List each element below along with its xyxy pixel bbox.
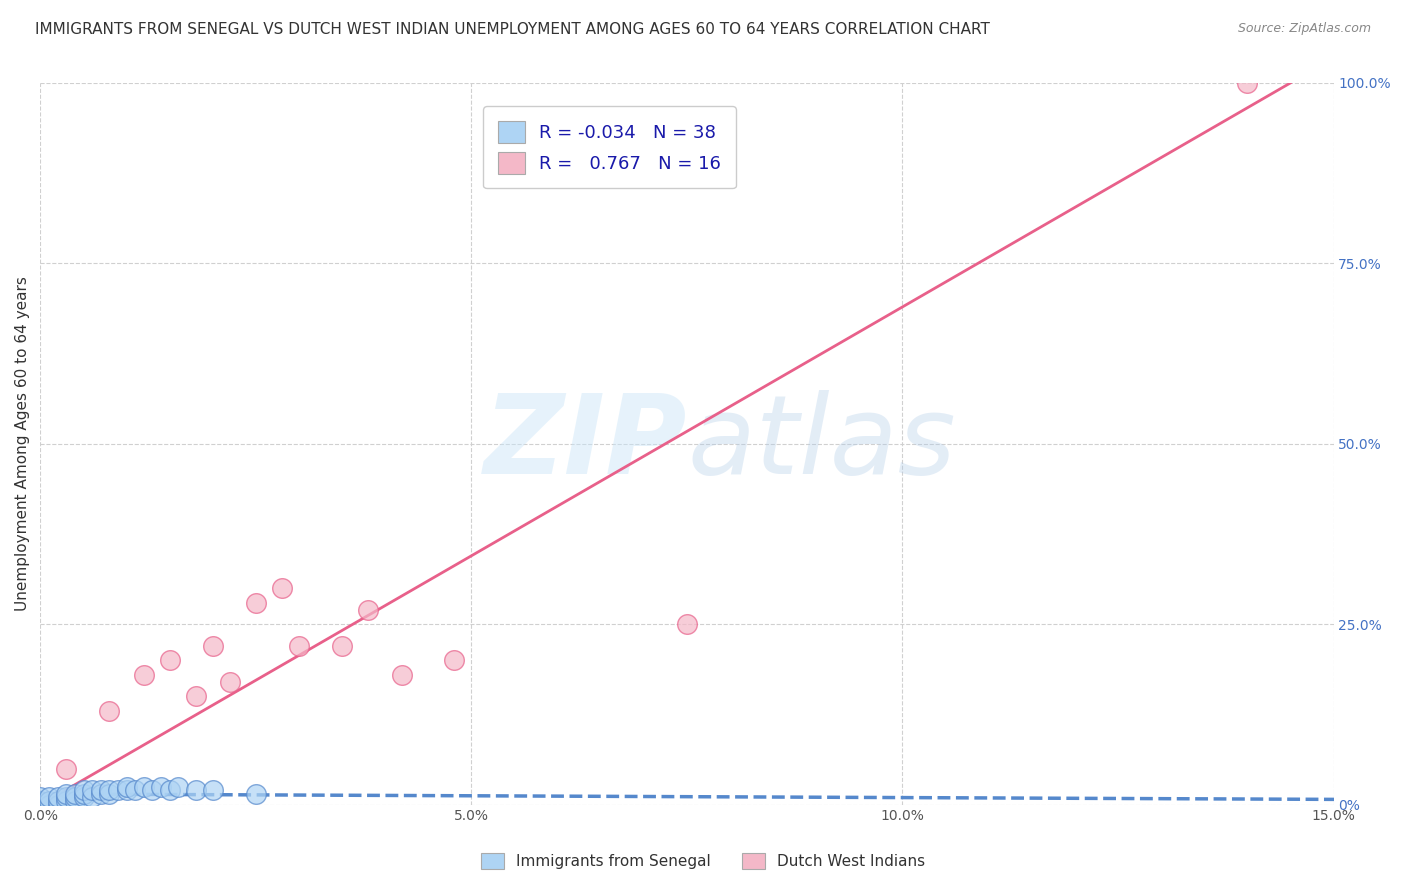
Point [115, 780, 138, 794]
Point [201, 639, 224, 653]
Text: IMMIGRANTS FROM SENEGAL VS DUTCH WEST INDIAN UNEMPLOYMENT AMONG AGES 60 TO 64 YE: IMMIGRANTS FROM SENEGAL VS DUTCH WEST IN… [35, 22, 990, 37]
Point [38, 797, 60, 812]
Point [167, 780, 190, 794]
Point [150, 780, 173, 794]
Point [270, 581, 292, 595]
Point [38, 790, 60, 805]
Point [30, 797, 52, 812]
Point [72, 783, 94, 797]
Point [107, 783, 129, 797]
Point [184, 690, 207, 704]
Point [55, 787, 77, 801]
Text: Source: ZipAtlas.com: Source: ZipAtlas.com [1237, 22, 1371, 36]
Point [30, 794, 52, 808]
Point [443, 653, 465, 667]
Point [38, 794, 60, 808]
Point [30, 797, 52, 812]
Legend: Immigrants from Senegal, Dutch West Indians: Immigrants from Senegal, Dutch West Indi… [475, 847, 931, 875]
Point [201, 783, 224, 797]
Point [90, 787, 112, 801]
Point [115, 783, 138, 797]
Point [63, 787, 86, 801]
Point [63, 794, 86, 808]
Point [245, 596, 267, 610]
Point [676, 617, 699, 632]
Point [46, 790, 69, 805]
Point [357, 603, 380, 617]
Point [1236, 76, 1258, 90]
Point [55, 790, 77, 805]
Point [55, 794, 77, 808]
Point [288, 639, 311, 653]
Point [46, 797, 69, 812]
Point [159, 783, 181, 797]
Text: atlas: atlas [688, 391, 956, 497]
Point [132, 667, 155, 681]
Point [219, 674, 242, 689]
Point [159, 653, 181, 667]
Point [90, 783, 112, 797]
Point [82, 790, 104, 805]
Text: ZIP: ZIP [484, 391, 688, 497]
Point [46, 794, 69, 808]
Point [184, 783, 207, 797]
Y-axis label: Unemployment Among Ages 60 to 64 years: Unemployment Among Ages 60 to 64 years [15, 277, 30, 611]
Point [132, 780, 155, 794]
Point [72, 790, 94, 805]
Point [30, 790, 52, 805]
Point [72, 787, 94, 801]
Point [330, 639, 353, 653]
Point [63, 790, 86, 805]
Point [30, 794, 52, 808]
Point [124, 783, 146, 797]
Point [245, 787, 267, 801]
Point [98, 783, 121, 797]
Point [82, 783, 104, 797]
Point [98, 704, 121, 718]
Legend: R = -0.034   N = 38, R =   0.767   N = 16: R = -0.034 N = 38, R = 0.767 N = 16 [484, 106, 735, 188]
Point [391, 667, 413, 681]
Point [141, 783, 163, 797]
Point [98, 787, 121, 801]
Point [55, 762, 77, 776]
